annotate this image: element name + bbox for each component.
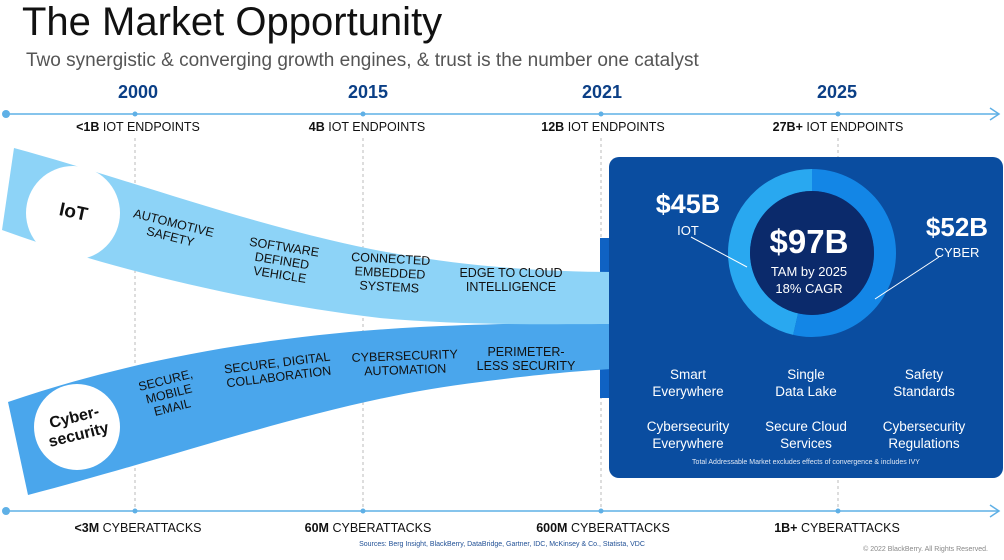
iot-endpoints-2015: 4B IOT ENDPOINTS: [308, 120, 426, 134]
feature-secure-cloud-services: Secure Cloud Services: [765, 419, 847, 451]
cyber-tam-value: $52B: [925, 212, 989, 242]
tam-donut: [690, 169, 940, 337]
iot-engine-label: IoT: [56, 199, 90, 226]
iot-callout-line: [690, 236, 748, 268]
tam-donut-group: [727, 169, 896, 337]
cyberattacks-2021: 600M CYBERATTACKS: [536, 521, 670, 535]
tick-top-2025: [835, 111, 841, 117]
iot-engine-circle: IoT: [26, 166, 120, 260]
total-tam-line2: 18% CAGR: [775, 281, 843, 296]
total-tam-line1: TAM by 2025: [770, 264, 848, 279]
tam-panel: $45B IOT $52B CYBER $97B TAM by 2025 18%…: [609, 157, 1003, 478]
feature-single-data-lake: Single Data Lake: [775, 367, 837, 399]
iot-endpoints-2000: <1B IOT ENDPOINTS: [76, 120, 200, 134]
tam-center-disc: [750, 191, 874, 315]
year-2025: 2025: [816, 82, 858, 102]
iot-endpoints-2021: 12B IOT ENDPOINTS: [541, 120, 665, 134]
copyright: © 2022 BlackBerry. All Rights Reserved.: [863, 546, 988, 553]
iot-stage-connected-embedded-systems: CONNECTED EMBEDDED SYSTEMS: [350, 249, 431, 296]
sources-line: Sources: Berg Insight, BlackBerry, DataB…: [359, 541, 645, 548]
tick-bottom-2000: [132, 508, 138, 514]
iot-stage-edge-to-cloud: EDGE TO CLOUD INTELLIGENCE: [459, 266, 563, 294]
top-timeline-start-dot: [2, 110, 10, 118]
cyber-callout-line: [874, 256, 940, 300]
page-title: The Market Opportunity: [22, 0, 443, 44]
bottom-timeline-arrowhead: [989, 504, 1001, 518]
iot-endpoints-2025: 27B+ IOT ENDPOINTS: [772, 120, 904, 134]
tam-footnote: Total Addressable Market excludes effect…: [692, 459, 920, 466]
year-2015: 2015: [347, 82, 389, 102]
iot-band: [2, 148, 614, 325]
total-tam-value: $97B: [769, 223, 849, 260]
cybersecurity-band: [8, 322, 614, 495]
tick-bottom-2021: [598, 508, 604, 514]
feature-cybersecurity-everywhere: Cybersecurity Everywhere: [646, 419, 730, 451]
bottom-timeline-start-dot: [2, 507, 10, 515]
cyberattacks-2015: 60M CYBERATTACKS: [304, 521, 432, 535]
cyberattacks-2025: 1B+ CYBERATTACKS: [774, 521, 900, 535]
feature-cybersecurity-regulations: Cybersecurity Regulations: [882, 419, 966, 451]
cyber-ring-segment: [793, 169, 896, 337]
tick-top-2015: [360, 111, 366, 117]
cybersecurity-engine-circle: Cyber- security: [34, 384, 120, 470]
tick-bottom-2015: [360, 508, 366, 514]
cyber-tam-label: CYBER: [934, 245, 980, 260]
cyberattacks-2000: <3M CYBERATTACKS: [74, 521, 202, 535]
iot-tam-label: IOT: [677, 223, 699, 238]
cyber-stage-perimeterless-security: PERIMETER- LESS SECURITY: [476, 345, 576, 373]
feature-safety-standards: Safety Standards: [893, 367, 955, 399]
tick-top-2021: [598, 111, 604, 117]
feature-smart-everywhere: Smart Everywhere: [652, 367, 724, 399]
tick-top-2000: [132, 111, 138, 117]
page-subtitle: Two synergistic & converging growth engi…: [26, 50, 699, 71]
top-timeline-arrowhead: [989, 107, 1001, 121]
year-2000: 2000: [117, 82, 159, 102]
tick-bottom-2025: [835, 508, 841, 514]
year-2021: 2021: [581, 82, 623, 102]
cybersecurity-engine-label: Cyber- security: [47, 403, 111, 451]
cyber-stage-cybersecurity-automation: CYBERSECURITY AUTOMATION: [351, 347, 459, 379]
iot-tam-value: $45B: [655, 189, 721, 219]
iot-ring-segment: [727, 169, 812, 335]
